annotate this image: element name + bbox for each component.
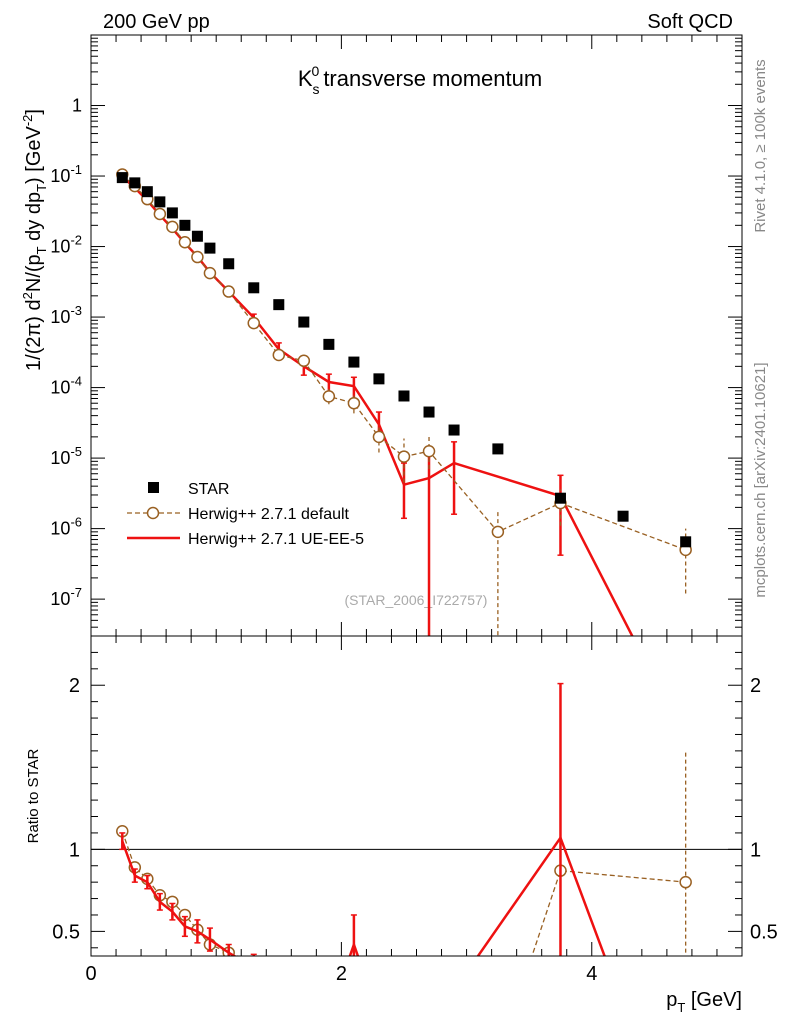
main-y-tick-label: 10-4 (50, 374, 82, 398)
herwig-default-point (222, 285, 235, 298)
x-axis-label: pT [GeV] (666, 989, 742, 1015)
legend-default-marker (146, 506, 160, 520)
star-data-point (141, 186, 153, 198)
rivet-version-label: Rivet 4.1.0, ≥ 100k events (752, 59, 769, 232)
mcplots-label: mcplots.cern.ch [arXiv:2401.10621] (752, 362, 769, 597)
ratio-series-layer (116, 682, 692, 1007)
herwig-default-point (372, 430, 386, 444)
herwig-default-point (166, 220, 179, 234)
analysis-watermark: (STAR_2006_I722757) (345, 592, 488, 608)
star-data-point (116, 172, 128, 184)
star-data-point (248, 282, 260, 294)
main-y-tick-label: 10-3 (50, 303, 82, 327)
star-data-point (680, 536, 692, 548)
main-plot-title: Ks0 transverse momentum (298, 63, 542, 97)
star-data-point (179, 219, 191, 231)
herwig-default-point (178, 236, 192, 249)
herwig-default-point (248, 957, 259, 968)
ratio-y-tick-label: 1 (69, 839, 80, 861)
main-y-tick-label: 10-6 (50, 515, 82, 539)
herwig-default-point (322, 390, 336, 403)
main-y-axis-label: 1/(2π) d2N/(pT dy dpT) [GeV-2] (20, 109, 49, 371)
main-y-tick-label: 10-5 (50, 444, 82, 468)
star-data-point (204, 242, 216, 254)
herwig-default-point (297, 354, 311, 368)
star-data-point (323, 338, 335, 350)
ratio-y-tick-label: 2 (69, 675, 80, 697)
series-default (116, 168, 692, 636)
herwig-default-point (347, 396, 361, 410)
star-data-point (554, 492, 566, 504)
header-right-label: Soft QCD (647, 11, 733, 33)
herwig-default-point (679, 875, 692, 889)
star-data-point (448, 424, 460, 436)
herwig-default-point (247, 316, 260, 330)
ratio-y-tick-label-right: 2 (750, 675, 761, 697)
legend-label: STAR (188, 481, 229, 498)
main-series-layer (116, 168, 692, 636)
ratio-axis-ticks: 0.5 0.5 1 1 2 2 0 2 4 (52, 636, 778, 985)
legend-label: Herwig++ 2.7.1 default (188, 506, 350, 523)
star-data-point (223, 258, 235, 270)
star-data-point (129, 177, 141, 189)
series-line (121, 831, 686, 956)
herwig-default-point (191, 250, 204, 264)
star-data-point (398, 390, 410, 402)
herwig-default-point (511, 996, 522, 1007)
herwig-default-point (422, 445, 436, 458)
main-y-tick-label: 10-7 (50, 585, 82, 609)
header-left-label: 200 GeV pp (103, 11, 210, 33)
x-tick-label: 2 (336, 963, 347, 985)
main-y-tick-label: 10-2 (50, 233, 82, 257)
series-ratio-ue-ee-5 (119, 682, 606, 956)
star-data-point (273, 299, 285, 311)
star-data-point (348, 356, 360, 368)
main-y-tick-label: 1 (72, 96, 82, 116)
herwig-default-point (491, 525, 505, 539)
star-data-point (423, 406, 435, 418)
series-line (121, 835, 606, 956)
ratio-y-axis-label: Ratio to STAR (25, 748, 42, 843)
ratio-frame (90, 635, 743, 957)
star-data-point (166, 207, 178, 219)
herwig-default-point (203, 266, 217, 280)
star-data-point (492, 443, 504, 455)
x-tick-label: 0 (85, 963, 96, 985)
ratio-y-tick-label: 0.5 (52, 921, 80, 943)
star-data-point (154, 196, 166, 208)
herwig-default-point (153, 207, 167, 221)
legend-label: Herwig++ 2.7.1 UE-EE-5 (188, 531, 364, 548)
main-panel: Ks0 transverse momentum (STAR_2006_I72275… (20, 34, 743, 637)
star-data-point (373, 373, 385, 385)
star-data-point (298, 316, 310, 328)
ratio-y-tick-label-right: 0.5 (750, 921, 778, 943)
ratio-panel: 0.5 0.5 1 1 2 2 0 2 4 Ratio to STAR pT [GeV] (25, 635, 778, 1015)
ratio-y-tick-label-right: 1 (750, 839, 761, 861)
legend-star-marker (148, 482, 159, 493)
x-tick-label: 4 (586, 963, 597, 985)
series-star (116, 172, 692, 548)
star-data-point (191, 230, 203, 242)
herwig-default-point (397, 450, 411, 463)
star-data-point (617, 510, 629, 522)
main-axis-ticks: 10-7 10-6 10-5 10-4 10-3 10-2 10-1 1 (50, 35, 742, 637)
series-ratio-default (116, 750, 692, 1007)
legend: STAR Herwig++ 2.7.1 default Herwig++ 2.7.1… (127, 481, 364, 548)
herwig-default-point (272, 348, 286, 362)
main-y-tick-label: 10-1 (50, 162, 82, 186)
